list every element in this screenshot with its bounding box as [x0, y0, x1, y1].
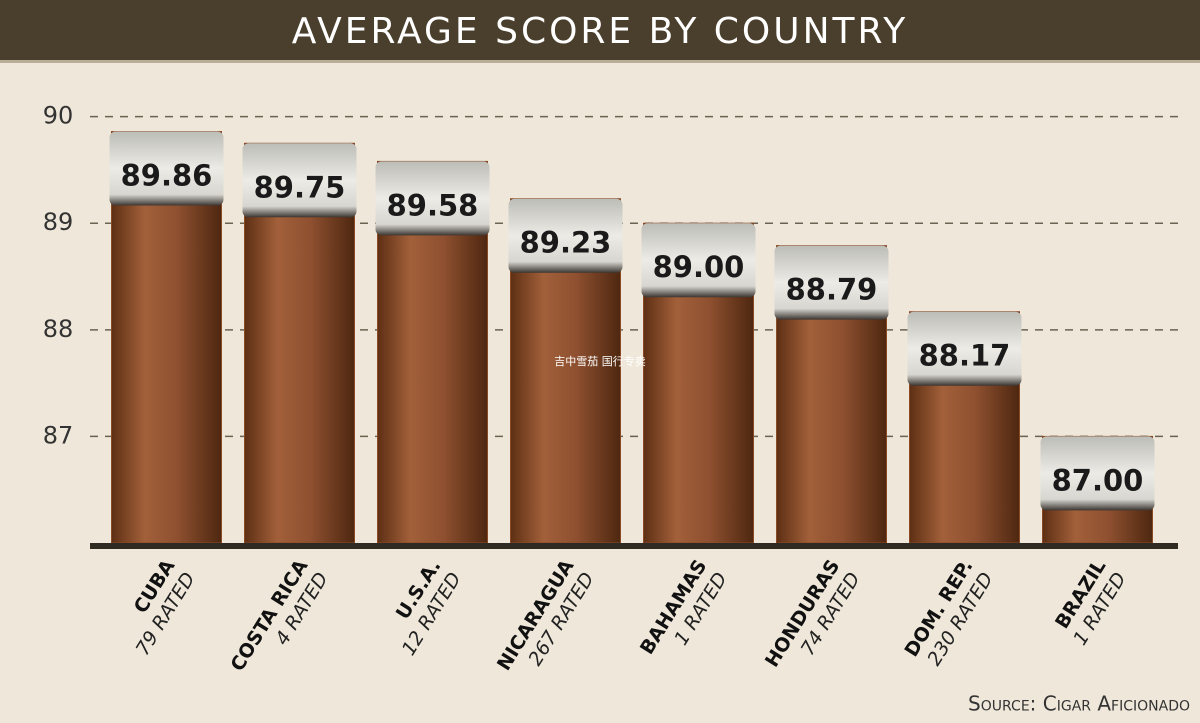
ash: [1040, 436, 1155, 511]
value-label: 89.23: [520, 226, 612, 260]
ash: [641, 223, 756, 298]
baseline: [90, 543, 1178, 549]
y-tick-label: 90: [43, 102, 74, 130]
value-label: 88.79: [786, 273, 878, 307]
value-label: 89.75: [254, 170, 346, 204]
value-label: 89.00: [653, 250, 745, 284]
ash: [109, 131, 224, 206]
watermark: 吉中雪茄 国行专卖: [554, 354, 646, 368]
y-tick-label: 88: [43, 315, 74, 343]
y-tick-label: 89: [43, 208, 74, 236]
chart-title: AVERAGE SCORE BY COUNTRY: [292, 11, 908, 52]
ash: [508, 198, 623, 273]
value-label: 89.86: [121, 159, 213, 193]
title-rule: [0, 60, 1200, 63]
value-label: 87.00: [1052, 463, 1144, 497]
y-tick-label: 87: [43, 421, 74, 449]
ash: [242, 143, 357, 218]
ash: [774, 245, 889, 320]
ash: [907, 311, 1022, 386]
value-label: 88.17: [919, 339, 1011, 373]
value-label: 89.58: [387, 188, 479, 222]
ash: [375, 161, 490, 236]
source: Source: Cigar Aficionado: [968, 692, 1190, 716]
title-bar: [0, 0, 1200, 60]
